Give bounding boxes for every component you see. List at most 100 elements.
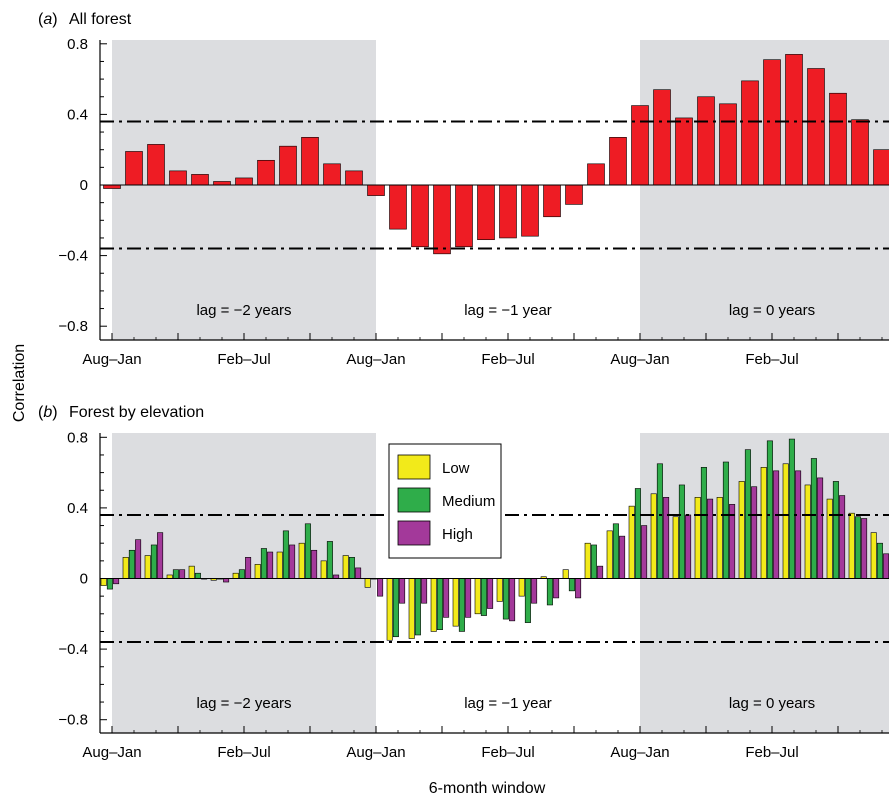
bar-medium bbox=[415, 579, 420, 635]
bar-high bbox=[267, 552, 272, 578]
bar-medium bbox=[547, 579, 552, 605]
bar-high bbox=[135, 540, 140, 579]
bar-medium bbox=[503, 579, 508, 620]
bar-low bbox=[255, 564, 260, 578]
bar bbox=[148, 144, 165, 185]
x-tick-label: Aug–Jan bbox=[346, 351, 405, 368]
bar-medium bbox=[591, 545, 596, 579]
bar bbox=[390, 185, 407, 229]
bar-low bbox=[871, 533, 876, 579]
bar bbox=[808, 69, 825, 185]
bar bbox=[522, 185, 539, 236]
panel-title: All forest bbox=[69, 11, 132, 28]
bar bbox=[544, 185, 561, 217]
bar-high bbox=[223, 579, 228, 583]
bar-low bbox=[563, 570, 568, 579]
bar-medium bbox=[701, 467, 706, 578]
lag-label: lag = 0 years bbox=[729, 695, 815, 712]
bar-high bbox=[157, 533, 162, 579]
lag-shade-region bbox=[112, 40, 376, 340]
bar-high bbox=[751, 487, 756, 579]
bar bbox=[830, 93, 847, 185]
bar-low bbox=[233, 573, 238, 578]
bar bbox=[874, 150, 889, 185]
bar-high bbox=[817, 478, 822, 579]
bar bbox=[324, 164, 341, 185]
legend-label-high: High bbox=[442, 526, 473, 543]
bar-low bbox=[145, 556, 150, 579]
bar-low bbox=[673, 517, 678, 579]
x-tick-label: Feb–Jul bbox=[217, 351, 270, 368]
bar-medium bbox=[855, 517, 860, 579]
bar bbox=[104, 185, 121, 189]
bar bbox=[258, 160, 275, 185]
bar-medium bbox=[525, 579, 530, 623]
bar-low bbox=[475, 579, 480, 614]
bar-medium bbox=[657, 464, 662, 579]
panel-heading: (a) bbox=[38, 11, 58, 28]
bar-high bbox=[509, 579, 514, 621]
bar-medium bbox=[789, 439, 794, 578]
bar bbox=[632, 106, 649, 185]
bar-medium bbox=[437, 579, 442, 630]
bar-medium bbox=[679, 485, 684, 579]
bar-high bbox=[773, 471, 778, 579]
bar-medium bbox=[569, 579, 574, 591]
lag-shade-region bbox=[112, 433, 376, 733]
panel-title: Forest by elevation bbox=[69, 404, 204, 421]
bar bbox=[368, 185, 385, 196]
x-tick-label: Feb–Jul bbox=[745, 744, 798, 761]
bar-low bbox=[101, 579, 106, 586]
bar-high bbox=[839, 496, 844, 579]
y-tick-label: −0.4 bbox=[58, 641, 88, 658]
x-axis-label: 6-month window bbox=[429, 780, 546, 797]
bar-medium bbox=[349, 557, 354, 578]
bar-high bbox=[113, 579, 118, 584]
y-tick-label: 0.4 bbox=[67, 106, 88, 123]
bar bbox=[192, 174, 209, 185]
panel-heading: (b) bbox=[38, 404, 58, 421]
bar bbox=[500, 185, 517, 238]
y-axis-label: Correlation bbox=[11, 344, 28, 422]
chart-panel-b: (b)Forest by elevation−0.8−0.400.40.8Aug… bbox=[38, 404, 889, 761]
y-tick-label: 0.8 bbox=[67, 429, 88, 446]
x-tick-label: Feb–Jul bbox=[745, 351, 798, 368]
bar-low bbox=[849, 513, 854, 578]
bar bbox=[280, 146, 297, 185]
bar bbox=[214, 181, 231, 185]
bar-low bbox=[299, 543, 304, 578]
bar bbox=[478, 185, 495, 240]
bar-low bbox=[651, 494, 656, 579]
bar-medium bbox=[635, 488, 640, 578]
bar bbox=[456, 185, 473, 247]
bar-high bbox=[707, 499, 712, 578]
bar bbox=[676, 118, 693, 185]
y-tick-label: −0.4 bbox=[58, 248, 88, 265]
x-tick-label: Aug–Jan bbox=[82, 351, 141, 368]
bar-low bbox=[387, 579, 392, 641]
bar bbox=[786, 54, 803, 185]
y-tick-label: 0.8 bbox=[67, 36, 88, 53]
bar-medium bbox=[481, 579, 486, 616]
bar-low bbox=[277, 552, 282, 578]
y-tick-label: −0.8 bbox=[58, 712, 88, 729]
bar-high bbox=[421, 579, 426, 604]
x-tick-label: Feb–Jul bbox=[481, 351, 534, 368]
bar bbox=[698, 97, 715, 185]
bar-medium bbox=[305, 524, 310, 579]
bar-low bbox=[453, 579, 458, 627]
legend-swatch-low bbox=[398, 455, 430, 479]
bar-low bbox=[585, 543, 590, 578]
bar-medium bbox=[767, 441, 772, 579]
bar-low bbox=[409, 579, 414, 639]
bar-high bbox=[465, 579, 470, 618]
bar-medium bbox=[393, 579, 398, 637]
bar-low bbox=[805, 485, 810, 579]
bar bbox=[434, 185, 451, 254]
bar-high bbox=[289, 545, 294, 579]
bar-medium bbox=[173, 570, 178, 579]
x-tick-label: Aug–Jan bbox=[346, 744, 405, 761]
bar-high bbox=[575, 579, 580, 598]
